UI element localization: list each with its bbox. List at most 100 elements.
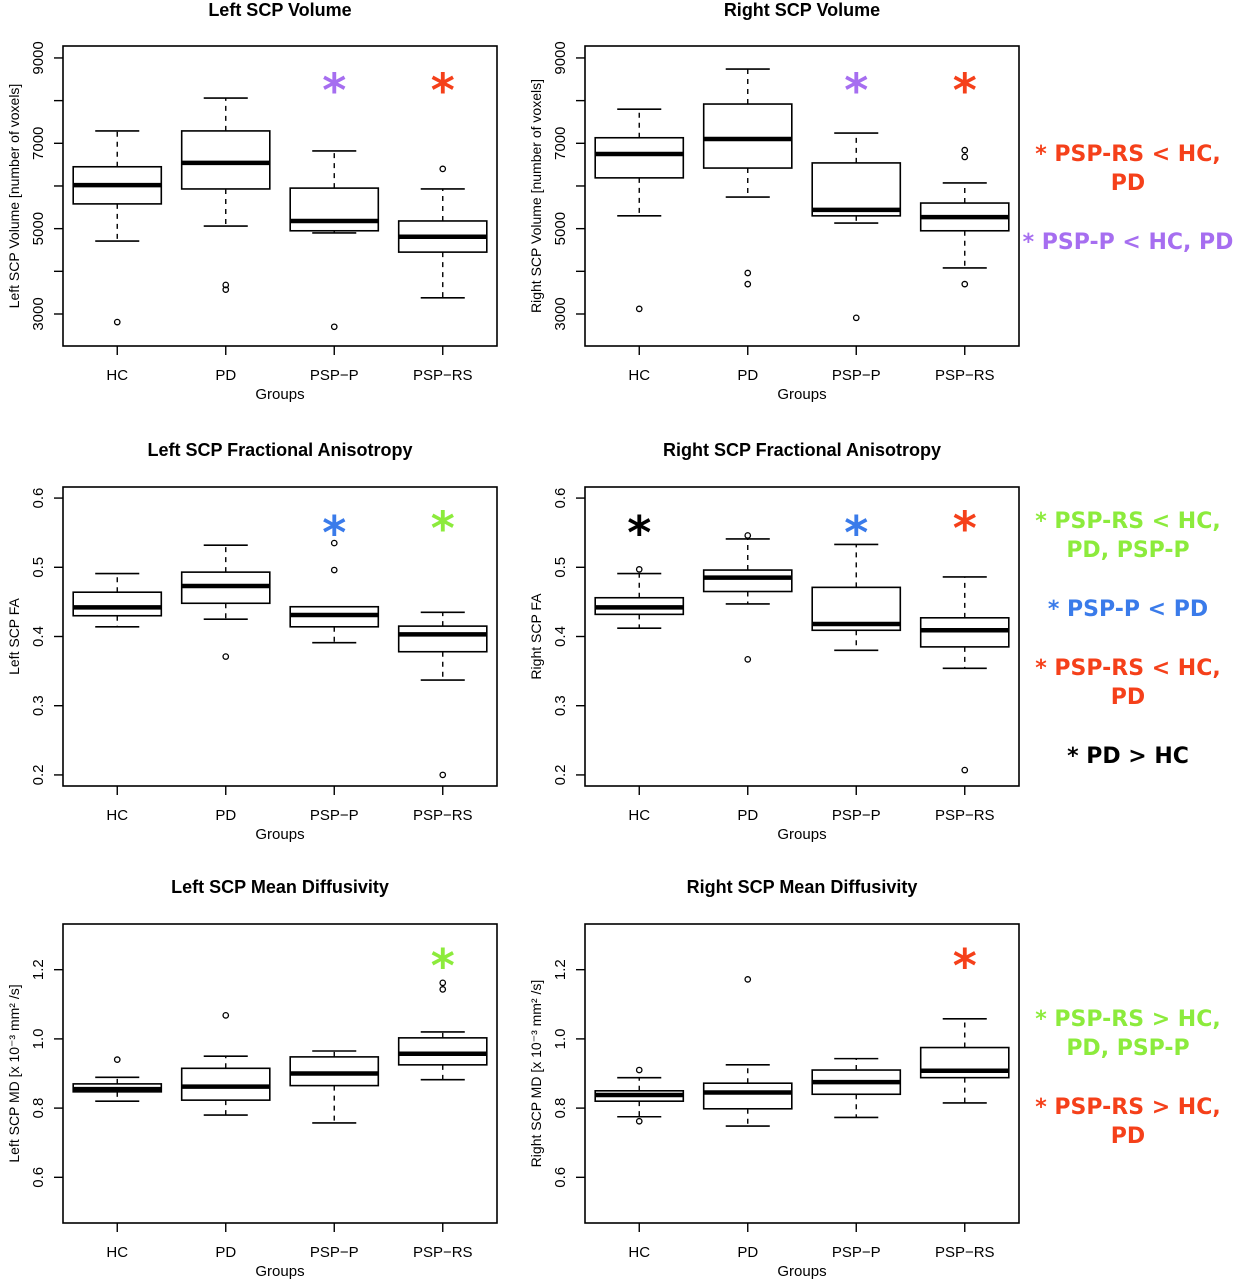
y-tick-label: 0.8 (30, 1098, 47, 1119)
y-tick-label: 1.0 (552, 1028, 569, 1049)
legend-line: PD, PSP-P (1066, 538, 1190, 563)
significance-asterisk: * (431, 64, 455, 118)
y-tick-label: 0.8 (552, 1098, 569, 1119)
y-tick-label: 0.6 (552, 488, 569, 509)
legend-line: * PSP-P < PD (1047, 597, 1209, 622)
significance-asterisk: * (627, 506, 651, 560)
x-tick-label: PSP−P (832, 807, 881, 824)
legend-item: * PSP-RS < HC, PD (1020, 654, 1236, 712)
y-tick-label: 3000 (552, 297, 569, 330)
legend-line: PD (1110, 685, 1146, 710)
y-tick-label: 0.6 (30, 488, 47, 509)
outlier-point (744, 269, 752, 277)
x-axis-label: Groups (777, 1263, 826, 1280)
outlier-point (961, 280, 969, 288)
legend-line: PD (1110, 1124, 1146, 1149)
x-axis-label: Groups (777, 386, 826, 403)
significance-asterisk: * (953, 939, 977, 993)
iqr-box (397, 1037, 488, 1066)
iqr-box (397, 625, 488, 653)
outlier-point (439, 165, 447, 173)
legend-line: PD (1110, 171, 1146, 196)
legend-line: * PSP-RS < HC, (1035, 656, 1221, 681)
outlier-point (222, 1012, 230, 1019)
x-axis-label: Groups (255, 1263, 304, 1280)
outlier-point (635, 1117, 643, 1125)
y-axis-label: Left SCP MD [x 10⁻³ mm² /s] (6, 984, 22, 1162)
outlier-point (113, 1056, 121, 1064)
x-tick-label: PD (215, 1244, 236, 1261)
outlier-point (744, 280, 752, 288)
significance-asterisk: * (844, 64, 868, 118)
x-tick-label: PSP−P (832, 367, 881, 384)
outlier-point (744, 532, 752, 539)
y-tick-label: 7000 (30, 127, 47, 160)
y-tick-label: 1.2 (552, 959, 569, 980)
x-tick-label: PSP−RS (935, 1244, 995, 1261)
outlier-point (222, 653, 230, 660)
iqr-box (702, 569, 793, 593)
significance-asterisk: * (431, 501, 455, 555)
legend-line: * PD > HC (1067, 744, 1189, 769)
x-tick-label: HC (106, 1244, 128, 1261)
x-tick-label: PSP−RS (413, 367, 473, 384)
y-tick-label: 1.0 (30, 1028, 47, 1049)
iqr-box (702, 1082, 793, 1110)
x-tick-label: PSP−RS (413, 1244, 473, 1261)
plot-frame (584, 923, 1020, 1224)
y-tick-label: 0.2 (30, 764, 47, 785)
y-tick-label: 0.5 (30, 557, 47, 578)
legend-line: PD, PSP-P (1066, 1036, 1190, 1061)
x-tick-label: PD (737, 367, 758, 384)
chart-title: Right SCP Volume (724, 0, 880, 20)
legend-item: * PSP-RS > HC, PD (1020, 1093, 1236, 1151)
iqr-box (289, 187, 380, 232)
significance-asterisk: * (844, 506, 868, 560)
y-tick-label: 9000 (552, 41, 569, 74)
legend-item: * PSP-P < PD (1020, 595, 1236, 624)
x-axis-label: Groups (777, 826, 826, 843)
x-tick-label: PSP−P (832, 1244, 881, 1261)
x-axis-label: Groups (255, 826, 304, 843)
x-tick-label: PSP−P (310, 367, 359, 384)
x-tick-label: PSP−P (310, 1244, 359, 1261)
outlier-point (330, 566, 338, 574)
x-tick-label: PD (737, 1244, 758, 1261)
iqr-box (702, 103, 793, 169)
outlier-point (961, 146, 969, 154)
y-tick-label: 3000 (30, 297, 47, 330)
x-tick-label: PD (215, 367, 236, 384)
outlier-point (439, 771, 447, 779)
y-axis-label: Left SCP FA (6, 597, 22, 674)
legend-line: * PSP-RS < HC, (1035, 142, 1221, 167)
x-tick-label: PSP−RS (935, 367, 995, 384)
legend-item: * PSP-RS < HC, PD (1020, 140, 1236, 198)
y-axis-label: Right SCP Volume [number of voxels] (528, 79, 544, 313)
outlier-point (113, 318, 121, 326)
y-tick-label: 0.3 (30, 695, 47, 716)
legend-item: * PSP-RS > HC, PD, PSP-P (1020, 1005, 1236, 1063)
y-tick-label: 5000 (30, 212, 47, 245)
legend-item: * PSP-P < HC, PD (1020, 228, 1236, 257)
y-axis-label: Left SCP Volume [number of voxels] (6, 84, 22, 309)
y-tick-label: 7000 (552, 127, 569, 160)
outlier-point (744, 655, 752, 663)
x-tick-label: HC (628, 367, 650, 384)
y-tick-label: 0.6 (552, 1167, 569, 1188)
iqr-box (919, 1046, 1010, 1079)
outlier-point (635, 1066, 643, 1074)
significance-asterisk: * (322, 506, 346, 560)
legend-line: * PSP-P < HC, PD (1022, 230, 1234, 255)
x-axis-label: Groups (255, 386, 304, 403)
y-tick-label: 0.2 (552, 764, 569, 785)
plot-frame (584, 45, 1020, 347)
y-tick-label: 1.2 (30, 959, 47, 980)
y-axis-label: Right SCP MD [x 10⁻³ mm² /s] (528, 980, 544, 1168)
x-tick-label: PSP−RS (935, 807, 995, 824)
outlier-point (439, 986, 447, 993)
chart-title: Left SCP Fractional Anisotropy (147, 440, 412, 460)
y-tick-label: 9000 (30, 41, 47, 74)
significance-asterisk: * (953, 64, 977, 118)
legend-item: * PD > HC (1020, 742, 1236, 771)
